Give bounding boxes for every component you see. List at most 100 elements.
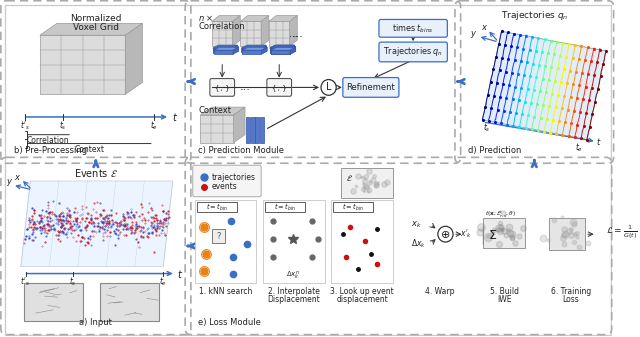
Text: $\Delta x_k$: $\Delta x_k$ <box>412 238 426 250</box>
Polygon shape <box>240 16 269 22</box>
Text: $t=t_{bin}$: $t=t_{bin}$ <box>205 202 228 213</box>
Text: $t$: $t$ <box>596 136 601 147</box>
Text: Normalized: Normalized <box>70 14 122 23</box>
Text: $t_e$: $t_e$ <box>575 141 584 154</box>
Text: Context: Context <box>198 105 232 115</box>
Text: 2. Interpolate: 2. Interpolate <box>268 287 320 296</box>
Text: $t_e$: $t_e$ <box>150 120 158 132</box>
Circle shape <box>321 80 336 95</box>
Bar <box>260 117 264 143</box>
Text: ...: ... <box>292 29 303 39</box>
Polygon shape <box>269 22 290 46</box>
FancyBboxPatch shape <box>267 79 292 96</box>
Text: $x$: $x$ <box>14 173 22 182</box>
Polygon shape <box>271 50 289 54</box>
Text: b) Pre-Processing: b) Pre-Processing <box>14 146 87 155</box>
Polygon shape <box>270 49 289 53</box>
Text: L: L <box>326 83 332 92</box>
Text: c) Prediction Module: c) Prediction Module <box>198 146 284 155</box>
Text: $t$: $t$ <box>177 268 184 280</box>
Circle shape <box>438 226 453 242</box>
Polygon shape <box>125 23 143 94</box>
Polygon shape <box>269 45 294 48</box>
Text: ...: ... <box>289 29 298 39</box>
Polygon shape <box>233 16 240 46</box>
Polygon shape <box>214 47 238 50</box>
Polygon shape <box>290 16 297 46</box>
Bar <box>483 226 504 244</box>
Polygon shape <box>212 22 233 46</box>
Polygon shape <box>212 16 240 22</box>
Text: $t=t_{bin}$: $t=t_{bin}$ <box>274 202 296 213</box>
Bar <box>549 218 585 250</box>
Text: $n$ ×: $n$ × <box>198 13 214 24</box>
Polygon shape <box>213 49 232 53</box>
Polygon shape <box>232 47 238 54</box>
Text: events: events <box>212 182 237 191</box>
Text: Refinement: Refinement <box>346 83 396 92</box>
Polygon shape <box>290 47 296 54</box>
Polygon shape <box>271 50 290 54</box>
Polygon shape <box>271 47 296 50</box>
Polygon shape <box>269 16 297 22</box>
Text: Correlation: Correlation <box>198 22 245 31</box>
Polygon shape <box>200 107 245 115</box>
Polygon shape <box>232 46 238 53</box>
Polygon shape <box>270 49 289 53</box>
Text: $t_s$: $t_s$ <box>59 120 67 132</box>
Bar <box>246 117 250 143</box>
Text: $y$: $y$ <box>470 29 477 40</box>
Text: e) Loss Module: e) Loss Module <box>198 318 261 327</box>
Polygon shape <box>242 50 261 54</box>
Polygon shape <box>269 45 294 48</box>
Bar <box>333 202 374 213</box>
Polygon shape <box>243 47 267 50</box>
Text: a) Input: a) Input <box>79 318 112 327</box>
Polygon shape <box>40 35 125 94</box>
FancyBboxPatch shape <box>343 78 399 97</box>
Text: trajectories: trajectories <box>212 173 256 182</box>
Text: $\mathcal{E}$: $\mathcal{E}$ <box>346 173 353 183</box>
Bar <box>212 229 225 243</box>
Text: Context: Context <box>74 145 104 154</box>
Text: $\mathcal{L}=\frac{1}{G(t)}$: $\mathcal{L}=\frac{1}{G(t)}$ <box>606 223 637 241</box>
Text: $x'_k$: $x'_k$ <box>460 228 472 240</box>
Polygon shape <box>212 48 232 52</box>
Polygon shape <box>289 46 295 53</box>
Text: 3. Look up event: 3. Look up event <box>330 287 394 296</box>
FancyBboxPatch shape <box>210 79 235 96</box>
FancyBboxPatch shape <box>193 165 261 197</box>
Text: $t_s$: $t_s$ <box>483 122 491 134</box>
Polygon shape <box>242 46 266 49</box>
Bar <box>483 218 525 248</box>
Polygon shape <box>240 22 261 46</box>
FancyBboxPatch shape <box>379 20 447 37</box>
Polygon shape <box>233 47 239 54</box>
Polygon shape <box>270 46 295 49</box>
Polygon shape <box>212 45 237 48</box>
Text: Loss: Loss <box>563 295 579 304</box>
Polygon shape <box>241 48 260 52</box>
Polygon shape <box>242 49 260 53</box>
Text: $\Delta x^n_k$: $\Delta x^n_k$ <box>287 270 300 281</box>
Bar <box>263 200 325 283</box>
Polygon shape <box>289 46 295 53</box>
Text: Events $\mathcal{E}$: Events $\mathcal{E}$ <box>74 167 118 179</box>
Bar <box>251 117 255 143</box>
Text: 4. Warp: 4. Warp <box>425 287 454 296</box>
Bar <box>196 202 237 213</box>
Text: d) Prediction: d) Prediction <box>468 146 522 155</box>
Text: $x$: $x$ <box>481 23 488 32</box>
Bar <box>100 283 159 321</box>
Text: Correlation: Correlation <box>27 136 70 145</box>
Bar <box>265 202 305 213</box>
Text: $t_e$: $t_e$ <box>159 275 167 288</box>
Polygon shape <box>243 50 262 54</box>
Polygon shape <box>232 45 237 52</box>
Bar <box>332 200 393 283</box>
Polygon shape <box>260 45 266 52</box>
Polygon shape <box>234 107 245 143</box>
Polygon shape <box>21 181 173 267</box>
Bar <box>341 168 393 198</box>
Polygon shape <box>271 47 295 50</box>
